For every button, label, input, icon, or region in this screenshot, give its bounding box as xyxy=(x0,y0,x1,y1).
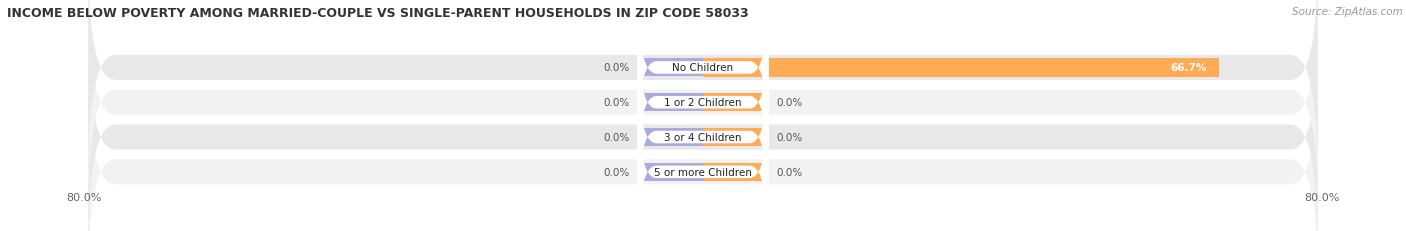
Text: INCOME BELOW POVERTY AMONG MARRIED-COUPLE VS SINGLE-PARENT HOUSEHOLDS IN ZIP COD: INCOME BELOW POVERTY AMONG MARRIED-COUPL… xyxy=(7,7,748,20)
Text: 0.0%: 0.0% xyxy=(603,132,630,143)
Bar xyxy=(641,163,703,181)
FancyBboxPatch shape xyxy=(637,57,769,218)
Bar xyxy=(703,59,1219,77)
Text: 0.0%: 0.0% xyxy=(603,63,630,73)
Text: 0.0%: 0.0% xyxy=(603,167,630,177)
Text: 0.0%: 0.0% xyxy=(776,167,803,177)
Text: No Children: No Children xyxy=(672,63,734,73)
Bar xyxy=(641,94,703,112)
Bar xyxy=(703,163,765,181)
Text: 0.0%: 0.0% xyxy=(776,98,803,108)
FancyBboxPatch shape xyxy=(637,22,769,183)
Text: Source: ZipAtlas.com: Source: ZipAtlas.com xyxy=(1292,7,1403,17)
Text: 5 or more Children: 5 or more Children xyxy=(654,167,752,177)
FancyBboxPatch shape xyxy=(637,0,769,149)
Bar xyxy=(703,94,765,112)
FancyBboxPatch shape xyxy=(89,63,1317,231)
FancyBboxPatch shape xyxy=(89,0,1317,212)
FancyBboxPatch shape xyxy=(89,0,1317,177)
Bar xyxy=(703,128,765,146)
Text: 3 or 4 Children: 3 or 4 Children xyxy=(664,132,742,143)
Bar xyxy=(641,128,703,146)
Bar xyxy=(703,59,765,77)
Text: 1 or 2 Children: 1 or 2 Children xyxy=(664,98,742,108)
Bar xyxy=(641,59,703,77)
Text: 0.0%: 0.0% xyxy=(776,132,803,143)
FancyBboxPatch shape xyxy=(637,92,769,231)
Text: 0.0%: 0.0% xyxy=(603,98,630,108)
FancyBboxPatch shape xyxy=(89,29,1317,231)
Text: 66.7%: 66.7% xyxy=(1171,63,1208,73)
